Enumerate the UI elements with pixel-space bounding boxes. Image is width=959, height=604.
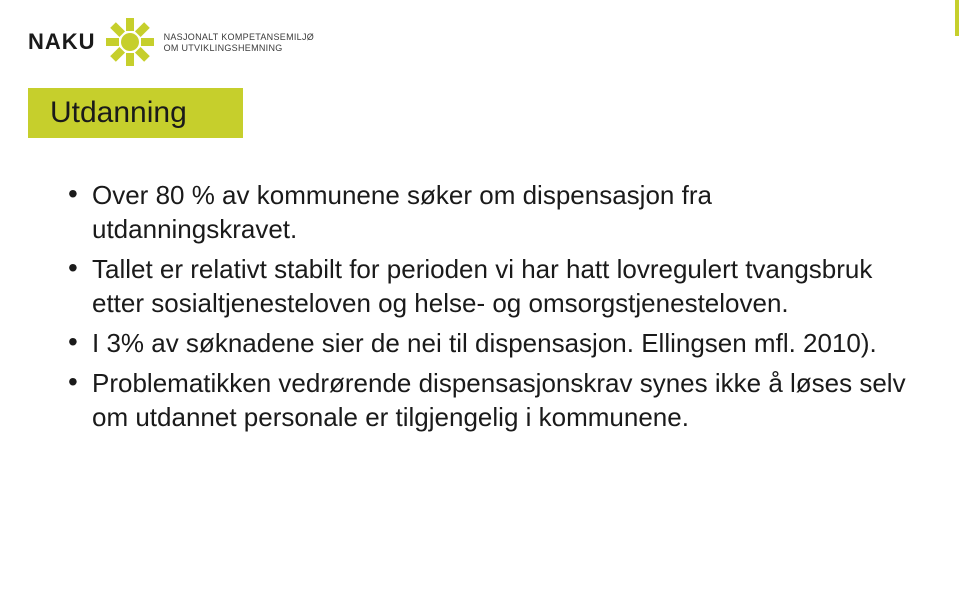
org-lines: NASJONALT KOMPETANSEMILJØ OM UTVIKLINGSH… [164, 32, 315, 53]
sun-ray [126, 53, 134, 66]
org-line: OM UTVIKLINGSHEMNING [164, 43, 315, 53]
sun-center [121, 33, 139, 51]
page-title: Utdanning [50, 96, 187, 129]
slide: NAKU NASJONALT KOMPETANSEMILJØ OM UTVIKL… [0, 0, 959, 604]
list-item: Problematikken vedrørende dispensasjonsk… [68, 366, 907, 434]
list-item: Tallet er relativt stabilt for perioden … [68, 252, 907, 320]
org-line: NASJONALT KOMPETANSEMILJØ [164, 32, 315, 42]
sun-ray [110, 22, 125, 37]
sun-ray [135, 22, 150, 37]
logo-brand: NAKU [28, 29, 96, 55]
list-item: Over 80 % av kommunene søker om dispensa… [68, 178, 907, 246]
sun-ray [126, 18, 134, 31]
sun-icon [106, 18, 154, 66]
list-item: I 3% av søknadene sier de nei til dispen… [68, 326, 907, 360]
title-bar: Utdanning [28, 88, 243, 138]
sun-ray [106, 38, 119, 46]
sun-ray [135, 47, 150, 62]
accent-stripe [955, 0, 959, 36]
sun-ray [141, 38, 154, 46]
logo-block: NAKU NASJONALT KOMPETANSEMILJØ OM UTVIKL… [28, 18, 314, 66]
bullet-list: Over 80 % av kommunene søker om dispensa… [68, 178, 907, 440]
sun-ray [110, 47, 125, 62]
